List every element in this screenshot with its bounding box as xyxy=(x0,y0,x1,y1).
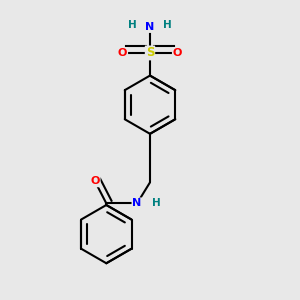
Text: O: O xyxy=(118,48,127,58)
Text: S: S xyxy=(146,46,154,59)
Text: N: N xyxy=(146,22,154,32)
Text: H: H xyxy=(128,20,136,30)
Text: N: N xyxy=(132,198,142,208)
Text: O: O xyxy=(173,48,182,58)
Text: O: O xyxy=(90,176,100,186)
Text: H: H xyxy=(164,20,172,30)
Text: H: H xyxy=(152,198,161,208)
